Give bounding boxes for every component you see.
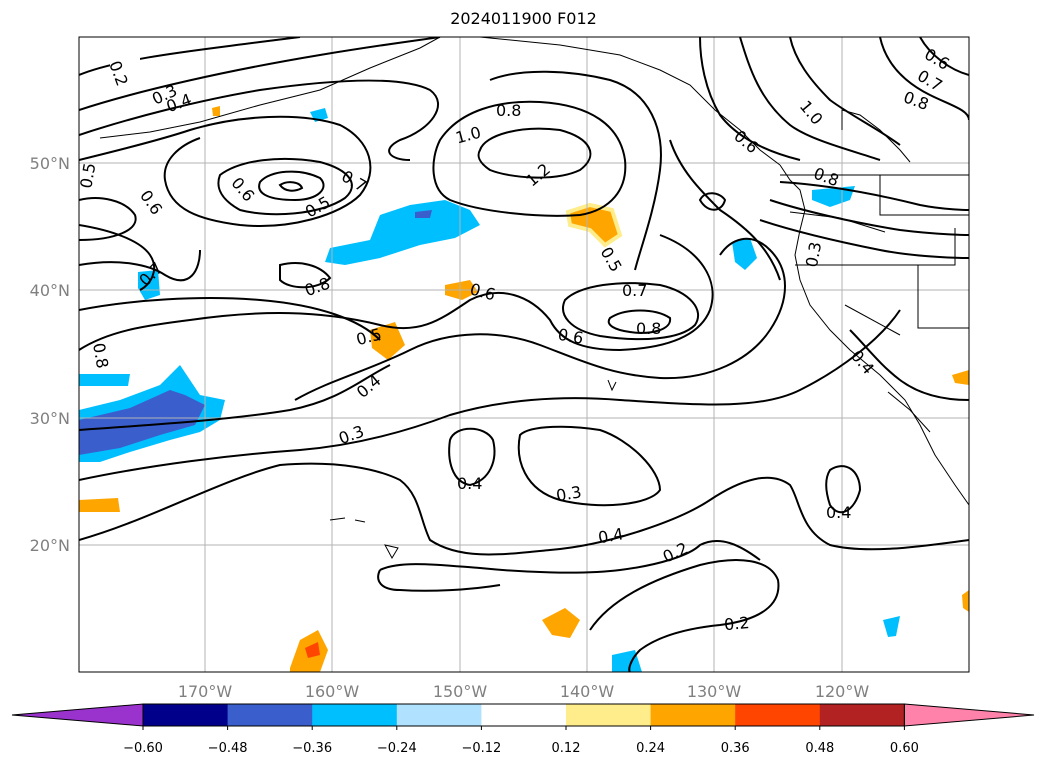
contour-label: 0.8 [496,101,521,120]
colorbar-tick-label: 0.24 [636,741,665,756]
latitude-labels: 50°N 40°N 30°N 20°N [30,154,70,555]
contour-line [217,157,353,216]
colorbar-tick-label: −0.24 [377,741,417,756]
contour-label: 0.4 [826,503,851,522]
negative-anomaly-central [325,200,480,265]
lon-label: 120°W [815,682,870,701]
contour-label: 0.8 [89,341,112,369]
contour-line [79,462,969,556]
contour-line [562,282,700,341]
contour-line [79,37,441,111]
contour-line [589,559,780,672]
lat-label: 50°N [30,154,70,173]
contour-line [79,37,301,76]
contour-label: 0.5 [76,161,99,189]
contour-line [769,199,969,236]
contour-line [294,237,786,401]
graticule [79,37,969,672]
map-frame [78,36,970,673]
colorbar-extend-min [11,703,144,727]
contour-label: 0.6 [556,325,584,348]
lon-label: 130°W [687,682,742,701]
contour-line [607,309,672,334]
contour-line [448,427,496,487]
contour-line [919,37,969,76]
contour-line [79,79,440,161]
contour-label: 0.8 [636,319,661,338]
colorbar: −0.60 −0.48 −0.36 −0.24 −0.12 0.12 0.24 0.36 0.4… [11,703,1035,756]
contour-line [489,70,662,271]
contour-line [377,569,501,592]
lat-label: 30°N [30,409,70,428]
contour-line [759,219,969,259]
colorbar-segment [143,704,229,726]
lat-label: 20°N [30,536,70,555]
contour-line [432,100,627,217]
contour-line [79,297,381,341]
colorbar-tick-label: −0.48 [208,741,248,756]
contour-line [79,224,156,291]
contour-line [79,249,201,282]
contour-line [825,465,862,514]
colorbar-tick-label: −0.12 [461,741,501,756]
contour-line [79,364,391,431]
colorbar-tick-label: 0.12 [552,741,581,756]
colorbar-segment [819,704,905,726]
colorbar-tick-label: 0.36 [721,741,750,756]
colorbar-segment [481,704,567,726]
colorbar-tick-label: −0.60 [123,741,163,756]
colorbar-tick-label: −0.36 [292,741,332,756]
contour-line [278,181,304,192]
map-background [79,37,969,672]
colorbar-tick-label: 0.48 [805,741,834,756]
contour-label: 0.4 [457,474,482,493]
positive-anomaly-c [370,322,405,360]
contour-line [279,262,332,289]
colorbar-segment [650,704,736,726]
contour-line [789,37,901,146]
contour-line [879,37,969,121]
contour-line [669,139,781,281]
contour-line [79,234,714,352]
contour-line [699,37,801,161]
contour-line [79,197,137,241]
map-title: 2024011900 F012 [450,9,597,28]
contour-line [477,127,592,179]
contour-label: 0.7 [622,281,647,300]
contour-line [258,170,325,202]
contour-line [739,37,881,161]
lon-label: 160°W [305,682,360,701]
contour-label: 0.3 [555,482,583,505]
colorbar-segment [566,704,652,726]
contour-line [849,329,969,401]
contour-label: 0.2 [723,613,750,634]
lon-label: 140°W [560,682,615,701]
lon-label: 170°W [178,682,233,701]
contour-label: 0.4 [597,524,625,547]
colorbar-tick-label: 0.60 [890,741,919,756]
contour-line [79,115,372,227]
lon-label: 150°W [433,682,488,701]
contour-line [379,540,761,574]
colorbar-frame [142,703,905,727]
lat-label: 40°N [30,281,70,300]
negative-anomaly-west-core [79,390,205,455]
contour-label: 0.3 [802,240,825,268]
contour-line [698,192,727,211]
contour-line [79,309,901,481]
contour-lines [79,37,969,672]
positive-anomaly-d [542,608,580,638]
colorbar-segment [312,704,398,726]
longitude-labels: 170°W 160°W 150°W 140°W 130°W 120°W [178,682,870,701]
colorbar-segment [396,704,482,726]
contour-line [517,425,662,507]
colorbar-segment [227,704,313,726]
colorbar-extend-max [903,703,1035,727]
contour-line [779,181,969,211]
colorbar-segment [735,704,821,726]
